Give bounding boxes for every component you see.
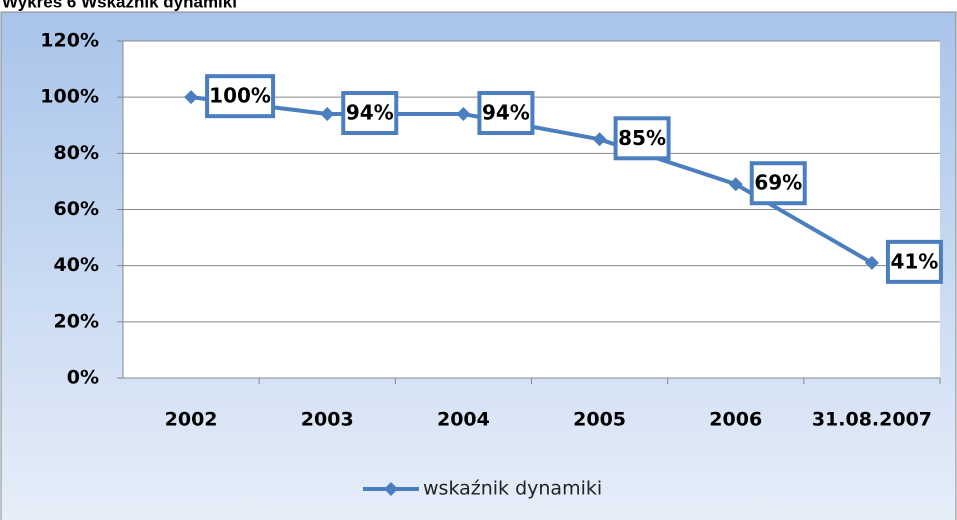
data-label-box bbox=[341, 91, 399, 136]
x-tick-label: 2004 bbox=[437, 409, 490, 431]
y-tick-label: 40% bbox=[54, 254, 99, 276]
data-label: 85% bbox=[618, 126, 666, 150]
data-label-box bbox=[749, 161, 807, 206]
data-label: 94% bbox=[482, 101, 530, 125]
y-tick-label: 100% bbox=[40, 86, 99, 108]
y-tick-label: 20% bbox=[54, 310, 99, 332]
data-label-box bbox=[205, 74, 276, 119]
data-label: 69% bbox=[754, 171, 802, 195]
data-label-box bbox=[885, 239, 943, 284]
legend-marker bbox=[384, 482, 398, 496]
x-tick-label: 2005 bbox=[573, 409, 626, 431]
x-tick-label: 2002 bbox=[165, 409, 218, 431]
data-point bbox=[320, 107, 335, 122]
data-point bbox=[456, 107, 471, 122]
chart-title: Wykres 6 Wskaźnik dynamiki bbox=[2, 0, 237, 11]
legend-label: wskaźnik dynamiki bbox=[423, 478, 602, 500]
y-tick-label: 60% bbox=[54, 198, 99, 220]
y-tick-label: 0% bbox=[67, 367, 99, 389]
data-point bbox=[184, 90, 199, 105]
x-tick-label: 2003 bbox=[301, 409, 354, 431]
x-tick-label: 2006 bbox=[709, 409, 762, 431]
y-tick-label: 80% bbox=[54, 142, 99, 164]
data-label: 94% bbox=[346, 101, 394, 125]
data-point bbox=[728, 177, 743, 192]
data-label-box bbox=[613, 116, 671, 161]
data-point bbox=[592, 132, 607, 147]
data-point bbox=[864, 255, 879, 270]
x-tick-label: 31.08.2007 bbox=[812, 409, 932, 431]
data-label-box bbox=[477, 91, 535, 136]
y-tick-label: 120% bbox=[40, 30, 99, 52]
data-label: 41% bbox=[890, 249, 938, 273]
data-label: 100% bbox=[209, 84, 271, 108]
